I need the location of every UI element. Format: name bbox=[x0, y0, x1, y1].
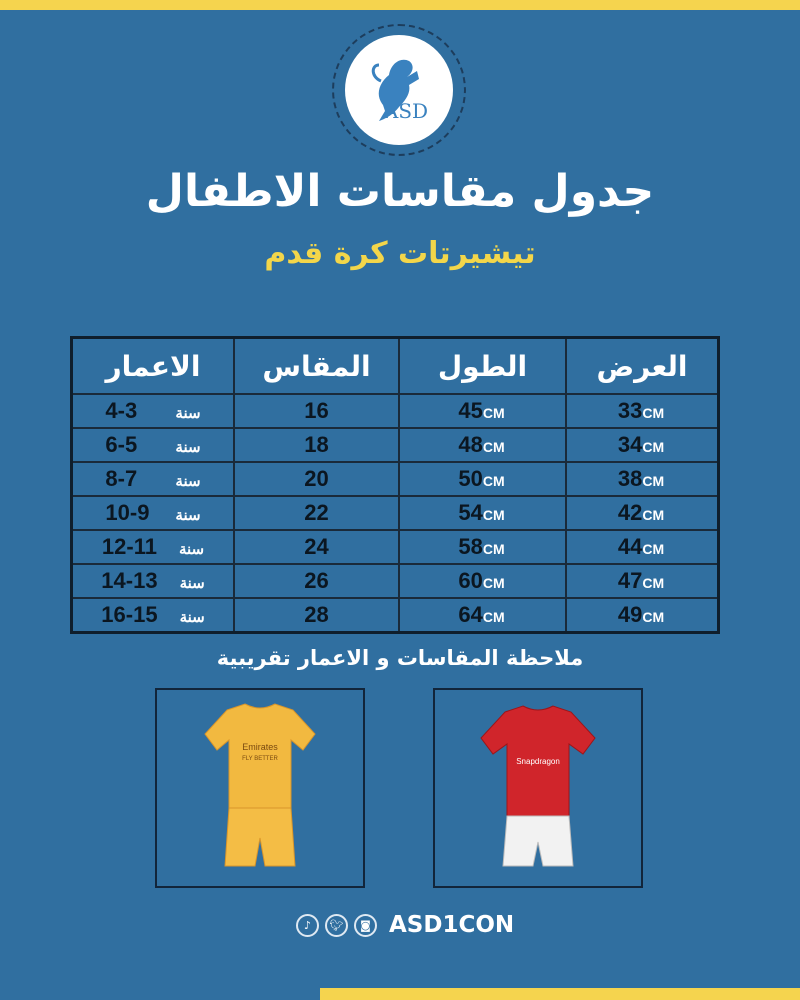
brand-handle[interactable]: ASD1CON bbox=[389, 912, 515, 938]
cell-length: 54CM bbox=[398, 495, 567, 531]
cell-size: 22 bbox=[233, 495, 400, 531]
cell-width: 47CM bbox=[565, 563, 720, 599]
cell-size: 20 bbox=[233, 461, 400, 497]
cell-size: 26 bbox=[233, 563, 400, 599]
header-size: المقاس bbox=[233, 336, 400, 395]
cell-length: 45CM bbox=[398, 393, 567, 429]
product-image-yellow-kit: Emirates FLY BETTER bbox=[155, 688, 365, 888]
cell-age: سنة6-5 bbox=[70, 427, 235, 463]
sponsor-snapdragon: Snapdragon bbox=[516, 757, 560, 766]
cell-size: 24 bbox=[233, 529, 400, 565]
table-row: 44CM 58CM 24 سنة12-11 bbox=[70, 529, 720, 565]
yellow-kit-icon: Emirates FLY BETTER bbox=[204, 703, 316, 867]
size-table: العرض الطول المقاس الاعمار 33CM 45CM 16 سنة… bbox=[70, 336, 720, 634]
cell-age: سنة12-11 bbox=[70, 529, 235, 565]
header-length: الطول bbox=[398, 336, 567, 395]
product-image-red-kit: Snapdragon bbox=[433, 688, 643, 888]
cell-size: 18 bbox=[233, 427, 400, 463]
cell-length: 50CM bbox=[398, 461, 567, 497]
cell-age: سنة14-13 bbox=[70, 563, 235, 599]
header-width: العرض bbox=[565, 336, 720, 395]
bottom-accent-bar bbox=[320, 988, 800, 1000]
cell-size: 28 bbox=[233, 597, 400, 634]
cell-length: 58CM bbox=[398, 529, 567, 565]
cell-age: سنة8-7 bbox=[70, 461, 235, 497]
cell-age: سنة16-15 bbox=[70, 597, 235, 634]
social-footer: ♪ 🐦︎ ◙ ASD1CON bbox=[296, 912, 514, 938]
header-age: الاعمار bbox=[70, 336, 235, 395]
table-row: 49CM 64CM 28 سنة16-15 bbox=[70, 597, 720, 634]
brand-logo: ASD bbox=[332, 24, 466, 156]
table-row: 33CM 45CM 16 سنة4-3 bbox=[70, 393, 720, 429]
cell-age: سنة10-9 bbox=[70, 495, 235, 531]
logo-text: ASD bbox=[383, 99, 429, 123]
cell-size: 16 bbox=[233, 393, 400, 429]
cell-width: 44CM bbox=[565, 529, 720, 565]
table-row: 38CM 50CM 20 سنة8-7 bbox=[70, 461, 720, 497]
red-kit-icon: Snapdragon bbox=[480, 705, 596, 867]
cell-length: 64CM bbox=[398, 597, 567, 634]
twitter-icon[interactable]: 🐦︎ bbox=[325, 913, 348, 937]
cell-age: سنة4-3 bbox=[70, 393, 235, 429]
cell-length: 48CM bbox=[398, 427, 567, 463]
table-header-row: العرض الطول المقاس الاعمار bbox=[70, 336, 720, 395]
table-row: 42CM 54CM 22 سنة10-9 bbox=[70, 495, 720, 531]
cell-length: 60CM bbox=[398, 563, 567, 599]
cell-width: 38CM bbox=[565, 461, 720, 497]
page-title: جدول مقاسات الاطفال bbox=[145, 166, 655, 217]
table-row: 47CM 60CM 26 سنة14-13 bbox=[70, 563, 720, 599]
sponsor-emirates: Emirates bbox=[242, 742, 278, 752]
lion-icon bbox=[371, 59, 419, 121]
approximate-note: ملاحظة المقاسات و الاعمار تقريبية bbox=[216, 646, 584, 670]
page-subtitle: تيشيرتات كرة قدم bbox=[264, 236, 536, 271]
table-row: 34CM 48CM 18 سنة6-5 bbox=[70, 427, 720, 463]
cell-width: 34CM bbox=[565, 427, 720, 463]
tiktok-icon[interactable]: ♪ bbox=[296, 913, 319, 937]
instagram-icon[interactable]: ◙ bbox=[354, 913, 377, 937]
sponsor-tagline: FLY BETTER bbox=[242, 756, 278, 762]
cell-width: 42CM bbox=[565, 495, 720, 531]
top-accent-bar bbox=[0, 0, 800, 10]
cell-width: 49CM bbox=[565, 597, 720, 634]
cell-width: 33CM bbox=[565, 393, 720, 429]
